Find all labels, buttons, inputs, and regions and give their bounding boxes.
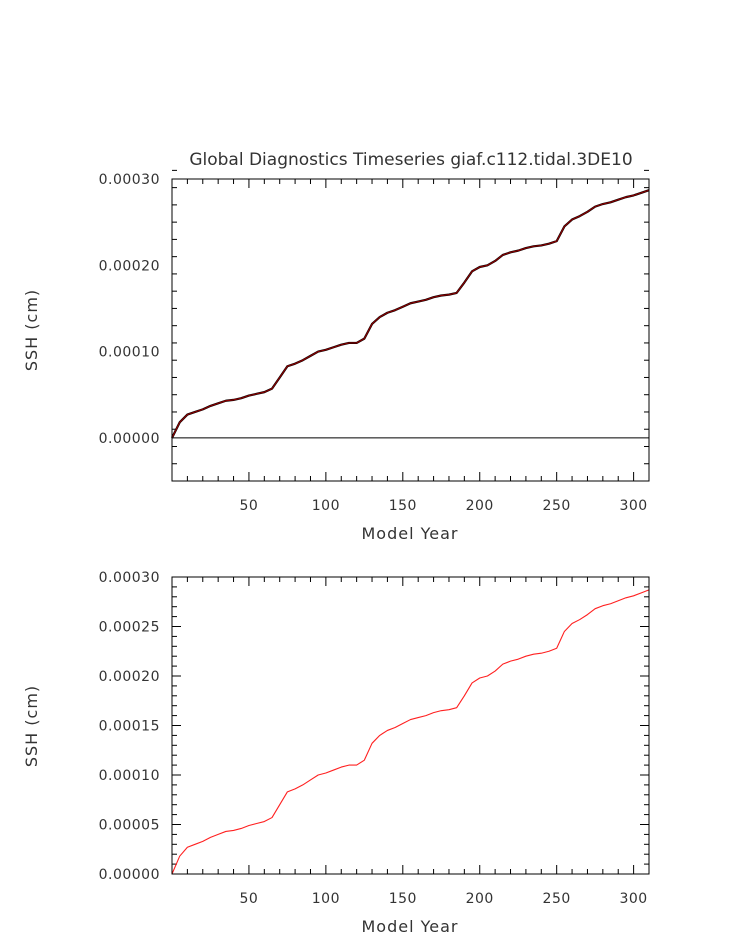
- bottom-y-tick-label: 0.00000: [99, 867, 160, 883]
- bottom-x-axis-label: Model Year: [362, 917, 459, 936]
- bottom-series-line: [171, 589, 650, 875]
- bottom-axis-ticks: [172, 576, 650, 875]
- bottom-plot-frame: [171, 576, 650, 875]
- bottom-y-tick-label: 0.00030: [99, 570, 160, 586]
- bottom-x-tick-labels: 50 100 150 200 250 300: [240, 891, 648, 907]
- top-series-line: [171, 189, 650, 439]
- bottom-y-axis-label: SSH (cm): [22, 685, 41, 767]
- chart-title: Global Diagnostics Timeseries giaf.c112.…: [189, 150, 632, 170]
- bottom-x-tick-label: 300: [619, 891, 647, 907]
- bottom-x-tick-label: 50: [240, 891, 259, 907]
- top-x-tick-label: 150: [389, 498, 417, 514]
- top-x-tick-labels: 50 100 150 200 250 300: [240, 498, 648, 514]
- top-panel: 50 100 150 200 250 300 0.000000.000100.000200…: [22, 169, 650, 543]
- bottom-panel: 50 100 150 200 250 300 0.000000.000050.000100…: [22, 570, 650, 936]
- top-y-tick-label: 0.00020: [99, 258, 160, 274]
- top-x-axis-label: Model Year: [362, 524, 459, 543]
- top-y-tick-label: 0.00010: [99, 345, 160, 361]
- bottom-y-tick-labels: 0.00000 0.00005 0.00010 0.00015 0.00020 0.000…: [99, 570, 160, 883]
- top-y-tick-label: 0.00000: [99, 431, 160, 447]
- top-x-tick-label: 50: [240, 498, 259, 514]
- bottom-x-tick-label: 150: [389, 891, 417, 907]
- bottom-x-tick-label: 250: [543, 891, 571, 907]
- top-series-line-shadow: [171, 189, 650, 439]
- bottom-series-group: [171, 589, 650, 875]
- top-x-tick-label: 300: [619, 498, 647, 514]
- bottom-x-tick-label: 200: [466, 891, 494, 907]
- top-y-tick-labels: 0.00000 0.00010 0.00020 0.00030: [99, 172, 160, 447]
- top-series-group: [171, 189, 650, 439]
- top-y-axis-label: SSH (cm): [22, 289, 41, 371]
- bottom-y-tick-label: 0.00015: [99, 719, 160, 735]
- top-plot-frame: [171, 178, 650, 482]
- bottom-y-tick-label: 0.00020: [99, 669, 160, 685]
- bottom-y-tick-label: 0.00010: [99, 768, 160, 784]
- top-x-tick-label: 200: [466, 498, 494, 514]
- bottom-x-tick-label: 100: [312, 891, 340, 907]
- top-x-tick-label: 100: [312, 498, 340, 514]
- bottom-y-tick-label: 0.00005: [99, 818, 160, 834]
- top-y-tick-label: 0.00030: [99, 172, 160, 188]
- bottom-y-tick-label: 0.00025: [99, 620, 160, 636]
- top-x-tick-label: 250: [543, 498, 571, 514]
